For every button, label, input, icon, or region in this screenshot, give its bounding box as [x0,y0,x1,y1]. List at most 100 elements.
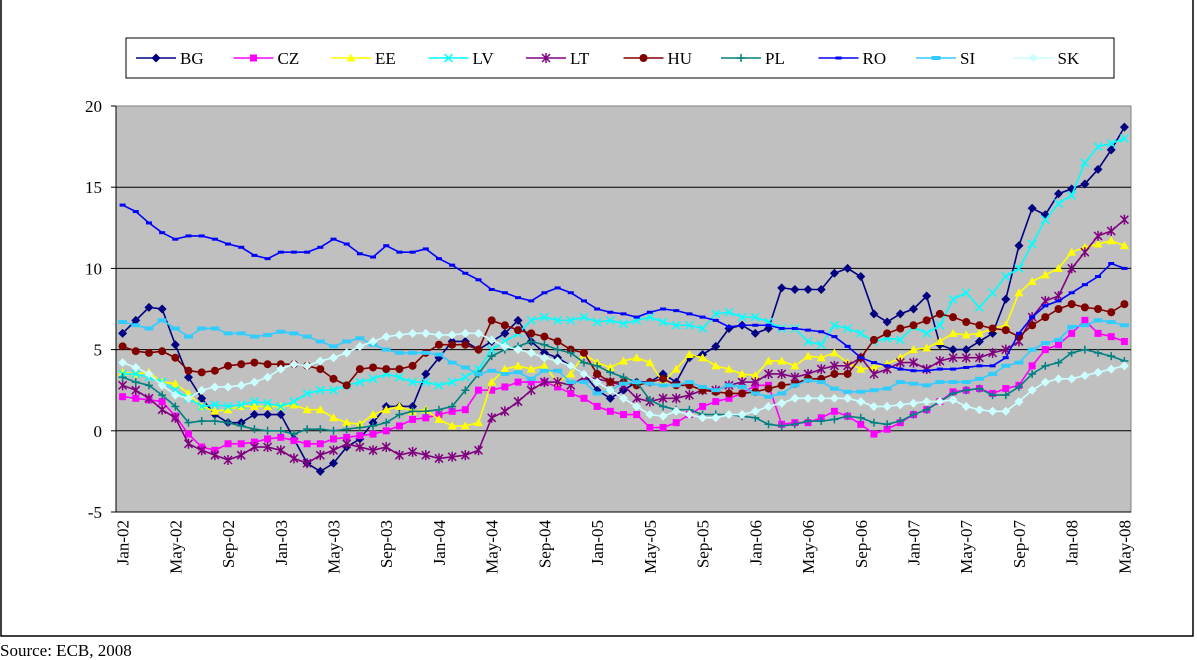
marker [897,367,904,371]
marker [566,348,575,357]
marker [909,345,918,354]
marker [910,369,917,373]
marker [302,361,312,371]
marker [1001,271,1011,282]
marker [711,388,721,393]
marker [566,361,576,371]
marker [541,53,551,63]
marker [223,405,233,414]
marker [342,418,352,427]
marker [948,328,958,337]
marker [1093,239,1103,248]
marker [236,380,246,390]
marker [1040,341,1050,346]
marker [158,347,167,356]
marker [909,321,918,330]
marker [935,336,945,345]
marker [605,362,615,371]
marker [658,393,668,404]
marker [1080,247,1090,258]
marker [144,326,154,331]
marker [355,341,365,351]
marker [830,369,839,378]
marker [316,365,325,374]
marker [408,328,418,338]
marker [856,364,866,373]
legend-label: LT [570,49,590,68]
marker [131,347,140,356]
marker [448,340,457,349]
marker [1029,315,1036,319]
marker [698,353,708,362]
marker [922,383,932,388]
marker [171,353,180,362]
marker [184,334,193,339]
marker [869,309,879,319]
marker [1001,406,1011,416]
marker [790,420,799,429]
marker [329,374,338,383]
marker [526,376,536,381]
marker [843,263,853,273]
marker [356,432,364,440]
marker [963,365,970,369]
marker [909,304,918,314]
marker [487,352,496,361]
marker [197,401,207,411]
marker [487,368,497,373]
marker [566,380,576,385]
marker [922,405,931,414]
marker [1041,346,1049,354]
marker [895,335,905,345]
marker [264,435,272,443]
marker [619,393,628,403]
marker [1041,313,1050,322]
marker [580,299,587,303]
marker [961,401,971,411]
marker [948,352,958,363]
marker [1067,348,1076,357]
x-tick-label: May-02 [166,520,185,574]
marker [922,291,932,301]
marker [869,401,879,411]
marker [1067,374,1077,384]
legend-label: EE [375,49,396,68]
marker [974,405,984,415]
x-tick-label: Sep-07 [1010,520,1029,569]
marker [1054,358,1063,367]
marker [539,377,549,388]
marker [764,401,773,411]
marker [605,315,615,325]
marker [210,417,219,426]
marker [974,352,984,363]
marker [355,423,364,432]
marker [172,237,179,241]
marker [750,406,760,416]
marker [462,271,469,275]
marker [632,393,642,404]
marker [579,380,589,385]
marker [1014,397,1024,407]
marker [883,425,891,433]
marker [276,445,286,456]
marker [856,413,865,422]
marker [170,412,180,423]
marker [658,411,668,421]
marker [803,336,813,347]
marker [461,340,470,349]
marker [131,385,141,396]
marker [843,369,852,378]
marker [501,383,509,391]
marker [527,329,536,338]
marker [1106,138,1116,148]
marker [1001,326,1010,335]
marker [316,440,324,448]
legend-label: BG [180,49,204,68]
marker [461,386,470,395]
marker [396,250,403,254]
marker [210,366,219,375]
marker [1027,347,1037,352]
marker [935,320,945,330]
marker [198,234,205,238]
